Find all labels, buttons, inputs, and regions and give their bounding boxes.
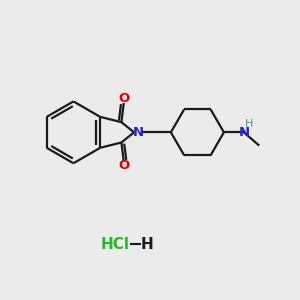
Text: N: N	[133, 126, 144, 139]
Text: O: O	[118, 92, 129, 105]
Text: H: H	[245, 119, 253, 129]
Text: O: O	[118, 159, 129, 172]
Text: HCl: HCl	[100, 237, 129, 252]
Text: N: N	[238, 126, 250, 139]
Text: H: H	[141, 237, 153, 252]
